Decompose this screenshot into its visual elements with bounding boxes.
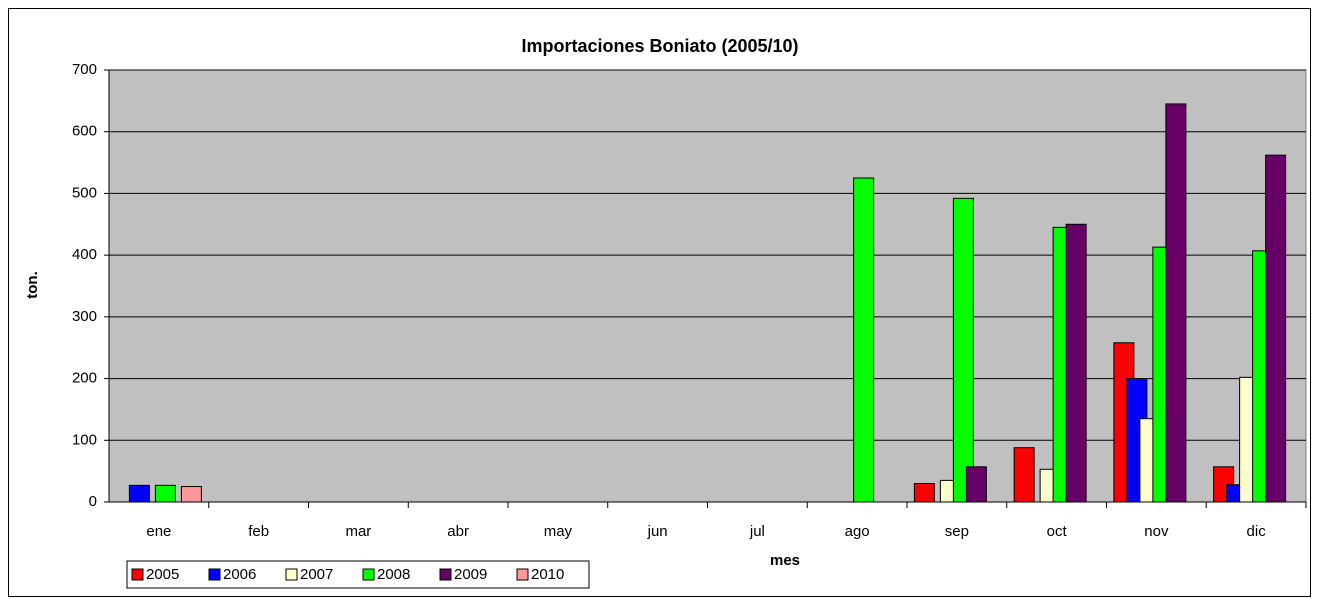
bar bbox=[965, 466, 987, 503]
bar bbox=[1165, 103, 1187, 503]
y-tick-label: 100 bbox=[72, 431, 97, 448]
bar bbox=[180, 486, 202, 503]
y-tick-label: 400 bbox=[72, 246, 97, 263]
x-axis-label: mes bbox=[770, 552, 800, 569]
plot-area bbox=[108, 69, 1307, 503]
bar bbox=[1265, 154, 1287, 503]
x-tick-label: feb bbox=[248, 523, 269, 540]
y-tick-label: 500 bbox=[72, 184, 97, 201]
bar bbox=[952, 197, 974, 503]
bar bbox=[1065, 223, 1087, 503]
x-tick-label: jul bbox=[749, 523, 765, 540]
bar bbox=[1013, 447, 1035, 503]
x-tick-label: may bbox=[544, 523, 573, 540]
legend-swatch bbox=[285, 568, 298, 581]
legend-swatch bbox=[439, 568, 452, 581]
legend-label: 2005 bbox=[146, 566, 179, 583]
y-tick-label: 600 bbox=[72, 123, 97, 140]
x-tick-label: sep bbox=[945, 523, 969, 540]
legend-swatch bbox=[208, 568, 221, 581]
x-tick-label: mar bbox=[345, 523, 371, 540]
legend-label: 2010 bbox=[531, 566, 564, 583]
chart-title: Importaciones Boniato (2005/10) bbox=[521, 36, 798, 56]
x-tick-label: dic bbox=[1247, 523, 1267, 540]
y-tick-label: 200 bbox=[72, 370, 97, 387]
legend-label: 2006 bbox=[223, 566, 256, 583]
legend-label: 2007 bbox=[300, 566, 333, 583]
y-axis-label: ton. bbox=[24, 271, 41, 299]
bar bbox=[128, 484, 150, 503]
legend-box bbox=[126, 560, 590, 589]
bar bbox=[853, 177, 875, 503]
y-tick-label: 0 bbox=[89, 493, 97, 510]
y-tick-label: 700 bbox=[72, 61, 97, 78]
x-tick-label: ago bbox=[845, 523, 870, 540]
legend-swatch bbox=[516, 568, 529, 581]
x-tick-label: ene bbox=[146, 523, 171, 540]
legend-label: 2008 bbox=[377, 566, 410, 583]
x-tick-label: jun bbox=[647, 523, 668, 540]
bar bbox=[913, 482, 935, 503]
y-tick-label: 300 bbox=[72, 308, 97, 325]
x-tick-label: oct bbox=[1047, 523, 1068, 540]
bar bbox=[154, 484, 176, 503]
x-tick-label: nov bbox=[1144, 523, 1169, 540]
legend-label: 2009 bbox=[454, 566, 487, 583]
legend-swatch bbox=[362, 568, 375, 581]
legend-swatch bbox=[131, 568, 144, 581]
x-tick-label: abr bbox=[447, 523, 469, 540]
